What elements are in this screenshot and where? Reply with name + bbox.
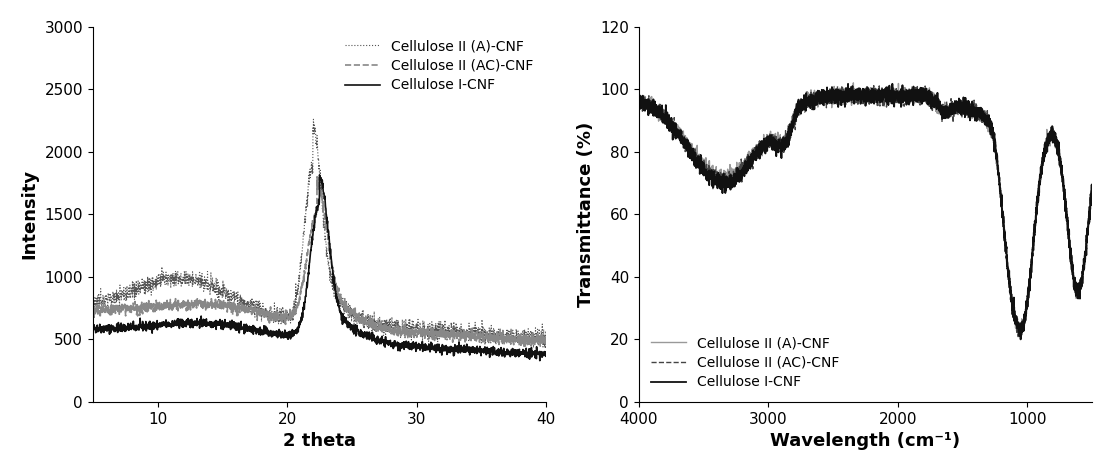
Cellulose II (A)-CNF — [109, 298, 122, 304]
Cellulose I-CNF — [1014, 337, 1027, 342]
Cellulose I-CNF — [632, 97, 646, 102]
Cellulose II (AC)-CNF — [519, 344, 532, 350]
Cellulose II (A)-CNF — [727, 172, 740, 178]
Cellulose II (AC)-CNF — [109, 303, 122, 309]
Cellulose I-CNF — [1085, 186, 1099, 192]
Legend: Cellulose II (A)-CNF, Cellulose II (AC)-CNF, Cellulose I-CNF: Cellulose II (A)-CNF, Cellulose II (AC)-… — [646, 331, 845, 395]
Cellulose II (A)-CNF — [295, 253, 308, 259]
Line: Cellulose II (A)-CNF: Cellulose II (A)-CNF — [92, 119, 546, 348]
Line: Cellulose I-CNF: Cellulose I-CNF — [639, 84, 1092, 340]
Cellulose II (A)-CNF — [1012, 334, 1025, 340]
Cellulose II (AC)-CNF — [540, 341, 553, 347]
Cellulose II (AC)-CNF — [867, 83, 880, 89]
Cellulose II (AC)-CNF — [295, 285, 308, 291]
Cellulose II (AC)-CNF — [727, 173, 740, 179]
Cellulose I-CNF — [306, 227, 319, 232]
Cellulose I-CNF — [526, 352, 540, 357]
Cellulose II (AC)-CNF — [311, 174, 324, 179]
Line: Cellulose II (AC)-CNF: Cellulose II (AC)-CNF — [92, 177, 546, 347]
Cellulose II (A)-CNF — [526, 345, 540, 350]
Cellulose I-CNF — [526, 350, 540, 356]
Legend: Cellulose II (A)-CNF, Cellulose II (AC)-CNF, Cellulose I-CNF: Cellulose II (A)-CNF, Cellulose II (AC)-… — [339, 34, 539, 98]
Cellulose II (A)-CNF — [443, 327, 456, 333]
Cellulose I-CNF — [920, 97, 934, 102]
Cellulose II (A)-CNF — [306, 131, 319, 137]
Cellulose II (A)-CNF — [86, 302, 99, 308]
Cellulose II (AC)-CNF — [443, 337, 456, 343]
Cellulose II (A)-CNF — [526, 337, 540, 343]
Cellulose II (AC)-CNF — [632, 98, 646, 104]
Cellulose I-CNF — [902, 88, 915, 94]
Y-axis label: Transmittance (%): Transmittance (%) — [577, 122, 594, 307]
Cellulose II (AC)-CNF — [86, 309, 99, 315]
Cellulose I-CNF — [109, 326, 122, 332]
Cellulose II (A)-CNF — [920, 96, 934, 101]
Cellulose I-CNF — [443, 346, 456, 352]
Line: Cellulose II (A)-CNF: Cellulose II (A)-CNF — [639, 83, 1092, 337]
Y-axis label: Intensity: Intensity — [21, 169, 39, 260]
Cellulose II (AC)-CNF — [920, 92, 934, 98]
Cellulose II (AC)-CNF — [902, 87, 915, 92]
X-axis label: Wavelength (cm⁻¹): Wavelength (cm⁻¹) — [770, 432, 961, 450]
Line: Cellulose I-CNF: Cellulose I-CNF — [92, 175, 546, 361]
Cellulose II (A)-CNF — [796, 101, 809, 107]
Cellulose II (A)-CNF — [1085, 181, 1099, 187]
Cellulose I-CNF — [533, 358, 546, 364]
Cellulose II (AC)-CNF — [526, 341, 540, 347]
Cellulose I-CNF — [540, 353, 553, 359]
Cellulose I-CNF — [727, 177, 740, 182]
Cellulose II (AC)-CNF — [1014, 335, 1027, 341]
Cellulose I-CNF — [86, 325, 99, 330]
Cellulose I-CNF — [313, 172, 326, 178]
Cellulose II (AC)-CNF — [306, 221, 319, 227]
Cellulose II (A)-CNF — [902, 95, 915, 101]
Cellulose II (A)-CNF — [307, 116, 321, 122]
Cellulose II (A)-CNF — [847, 80, 860, 86]
Cellulose I-CNF — [1051, 145, 1064, 151]
Cellulose II (AC)-CNF — [1051, 143, 1064, 149]
Cellulose II (A)-CNF — [540, 334, 553, 340]
Cellulose I-CNF — [796, 107, 809, 113]
X-axis label: 2 theta: 2 theta — [283, 432, 356, 450]
Cellulose I-CNF — [295, 317, 308, 323]
Cellulose II (A)-CNF — [526, 329, 540, 335]
Cellulose II (A)-CNF — [632, 96, 646, 102]
Cellulose II (AC)-CNF — [1085, 189, 1099, 195]
Cellulose II (AC)-CNF — [526, 337, 540, 342]
Cellulose II (AC)-CNF — [796, 106, 809, 112]
Cellulose I-CNF — [886, 81, 899, 87]
Cellulose II (A)-CNF — [846, 94, 859, 100]
Cellulose II (A)-CNF — [1051, 142, 1064, 147]
Cellulose II (AC)-CNF — [846, 93, 859, 98]
Line: Cellulose II (AC)-CNF: Cellulose II (AC)-CNF — [639, 86, 1092, 338]
Cellulose I-CNF — [846, 92, 859, 97]
